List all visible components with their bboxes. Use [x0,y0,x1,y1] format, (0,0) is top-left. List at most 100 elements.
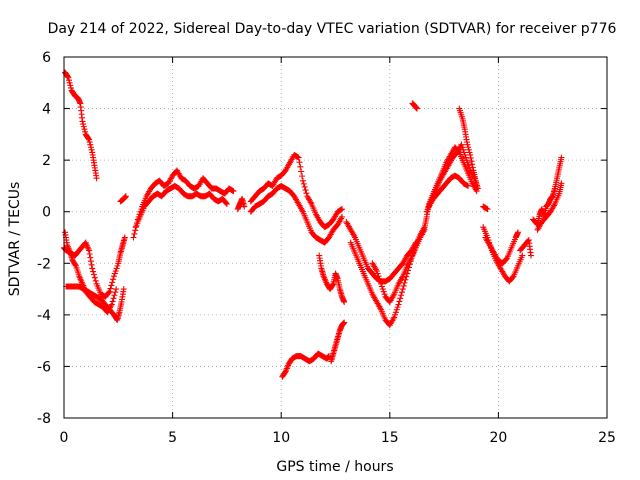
data-point [397,295,404,302]
data-point [463,157,470,164]
data-point [378,283,385,290]
data-point [401,279,408,286]
data-point [109,279,116,286]
data-point [391,314,398,321]
data-point [469,164,476,171]
data-point [527,252,534,259]
data-point [281,369,288,376]
chart-title: Day 214 of 2022, Sidereal Day-to-day VTE… [48,21,617,37]
data-point [64,73,71,80]
data-point [381,291,388,298]
data-point [130,234,137,241]
data-point [329,281,336,288]
axis-ticks: 0 5 10 15 20 25 -8 -6 -4 -2 0 2 4 6 [37,50,616,446]
series-track-26 [530,154,565,228]
series-track-20 [425,172,471,210]
data-point [113,265,120,272]
y-tick-label: -6 [37,359,51,375]
data-point [85,136,92,143]
data-point [299,177,306,184]
data-point [65,77,72,84]
series-track-16 [369,226,428,305]
series-track-12 [279,350,332,380]
data-point [377,278,384,285]
data-point [120,286,127,293]
data-point [105,289,112,296]
data-point [413,105,420,112]
data-point [465,146,472,153]
data-point [473,188,480,195]
data-point [341,319,348,326]
data-point [109,298,116,305]
series-track-7 [132,182,230,231]
data-point [111,270,118,277]
data-point [380,288,387,295]
data-point [90,271,97,278]
series-track-10 [247,182,346,246]
data-point [464,141,471,148]
data-point [300,180,307,187]
series-track-14 [343,219,419,285]
data-point [89,265,96,272]
series-track-9 [247,151,346,231]
data-point [398,289,405,296]
data-point [110,295,117,302]
data-point [113,286,120,293]
data-point [92,277,99,284]
data-point [107,285,114,292]
x-tick-label: 5 [168,430,177,446]
data-point [373,268,380,275]
series-track-3 [61,234,128,300]
data-point [297,163,304,170]
series-track-8 [234,195,248,213]
data-point [394,304,401,311]
data-point [463,139,470,146]
data-point [112,289,119,296]
data-point [67,82,74,89]
data-point [87,254,94,261]
data-point [460,146,467,153]
series-track-1 [62,69,100,182]
data-point [514,229,521,236]
data-point [375,273,382,280]
y-tick-label: -2 [37,256,51,272]
series-track-5 [117,193,129,205]
data-point [509,274,516,281]
data-point [303,190,310,197]
y-tick-label: 0 [42,205,51,221]
data-point [81,126,88,133]
data-point [241,203,248,210]
data-point [464,182,471,189]
data-point [80,121,87,128]
y-axis-label: SDTVAR / TECUs [7,182,23,297]
data-point [484,206,491,213]
data-point [379,286,386,293]
data-point [230,188,237,195]
series-track-25 [517,237,534,259]
data-point [110,276,117,283]
data-point [458,141,465,148]
data-point [93,175,100,182]
data-point [85,135,92,142]
series-track-11 [316,252,348,305]
data-point [121,234,128,241]
series-track-17 [409,100,420,112]
data-point [66,79,73,86]
data-point [82,128,89,135]
series-track-4 [63,283,127,324]
data-point [396,298,403,305]
x-tick-label: 0 [60,430,69,446]
data-point [399,286,406,293]
data-point [461,149,468,156]
data-point [519,252,526,259]
data-point [339,213,346,220]
data-point [296,159,303,166]
data-point [376,275,383,282]
data-point [223,200,230,207]
data-point [298,168,305,175]
x-tick-label: 15 [381,430,399,446]
data-point [339,206,346,213]
data-point [299,173,306,180]
x-axis-label: GPS time / hours [276,459,393,475]
